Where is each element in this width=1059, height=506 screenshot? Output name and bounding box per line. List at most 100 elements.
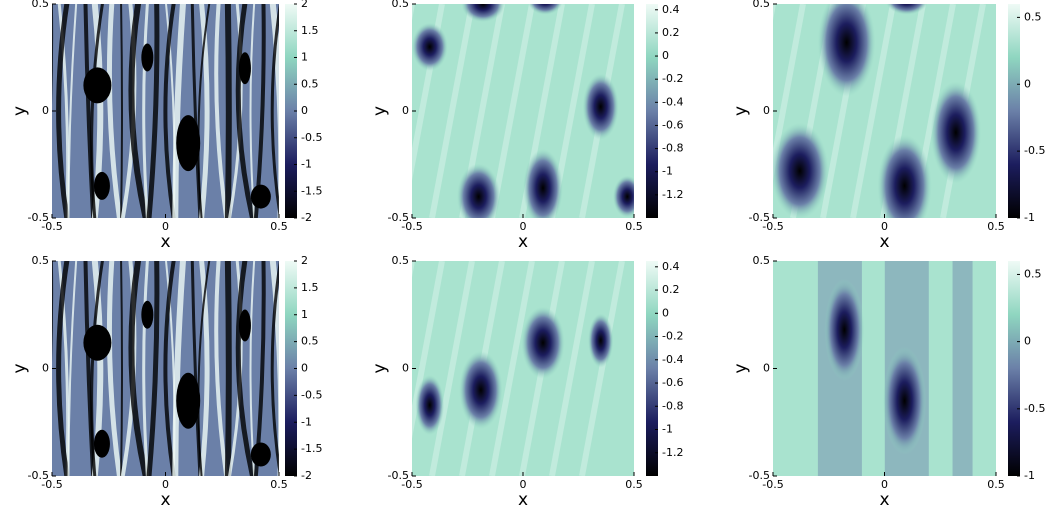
colorbar-tick-label: 0 <box>662 49 669 62</box>
colorbar-tick-label: -0.2 <box>662 330 683 343</box>
vortex <box>250 184 271 209</box>
colorbar-tick-label: -1.5 <box>301 184 322 197</box>
colorbar-tick-label: 0.4 <box>662 260 680 273</box>
vortex <box>176 115 201 172</box>
x-tick-label: 0 <box>520 220 527 233</box>
streak <box>128 261 149 476</box>
field <box>52 4 279 218</box>
vortex <box>612 175 634 218</box>
colorbar-tick-label: 0.4 <box>662 3 680 16</box>
y-axis-label: y <box>731 106 751 116</box>
field <box>773 4 996 218</box>
streak <box>235 261 256 476</box>
streak <box>549 261 595 476</box>
x-axis-label: x <box>879 232 889 252</box>
x-tick-label: -0.5 <box>762 220 783 233</box>
colorbar-tick-label: 0.2 <box>662 26 680 39</box>
colorbar-tick-label: -2 <box>301 469 312 482</box>
vortex <box>461 4 505 22</box>
vortex <box>238 309 251 342</box>
colorbar-tick-label: -0.5 <box>1024 144 1045 157</box>
streak <box>773 4 806 181</box>
streak <box>270 261 279 476</box>
streak <box>235 4 256 218</box>
streak <box>37 256 41 481</box>
vortex <box>415 375 445 436</box>
field-background <box>773 261 996 476</box>
colorbar-tick-label: -0.8 <box>662 399 683 412</box>
colorbar-tick-label: -0.4 <box>662 95 683 108</box>
x-tick-label: 0.5 <box>987 478 1005 491</box>
streak <box>128 4 149 218</box>
colorbar-tick-label: 2 <box>301 0 308 10</box>
colorbar-tick-label: -1.2 <box>662 188 683 201</box>
y-tick-label: 0.5 <box>392 0 410 10</box>
streak <box>90 4 104 218</box>
streak <box>120 4 123 218</box>
colorbar-tick-label: 0.5 <box>1024 267 1042 280</box>
band <box>952 261 973 476</box>
colorbar-tick-label: 0 <box>301 104 308 117</box>
colorbar <box>646 4 658 218</box>
streak <box>56 261 70 476</box>
x-axis-label: x <box>879 490 889 506</box>
streak <box>269 4 279 218</box>
streak <box>163 4 176 218</box>
vortex <box>457 163 501 218</box>
x-tick-label: 0.5 <box>270 478 288 491</box>
colorbar-tick-label: -1 <box>1024 211 1035 224</box>
vortex <box>523 149 563 218</box>
colorbar-tick-label: 0.5 <box>301 335 319 348</box>
colorbar-tick-label: -2 <box>301 211 312 224</box>
field <box>412 261 634 476</box>
y-axis-label: y <box>10 363 30 373</box>
y-tick-label: 0 <box>42 104 49 117</box>
x-tick-label: 0 <box>520 478 527 491</box>
streak <box>214 261 229 476</box>
streak <box>579 261 625 476</box>
colorbar-tick-label: -1.5 <box>301 442 322 455</box>
y-tick-label: 0 <box>763 362 770 375</box>
colorbar-tick-label: -0.8 <box>662 142 683 155</box>
vortex <box>93 171 110 200</box>
y-tick-label: 0.5 <box>32 0 50 10</box>
streak <box>224 261 232 476</box>
colorbar-tick-label: 0 <box>301 362 308 375</box>
x-tick-label: 0.5 <box>987 220 1005 233</box>
colorbar-tick-label: 0 <box>1024 335 1031 348</box>
streak <box>120 261 123 476</box>
colorbar-tick-label: 1.5 <box>301 24 319 37</box>
colorbar-tick-label: 0.5 <box>1024 10 1042 23</box>
colorbar <box>1008 4 1020 218</box>
vortex <box>773 122 829 218</box>
vortex <box>238 52 251 85</box>
colorbar-tick-label: -1.2 <box>662 446 683 459</box>
vortex <box>176 372 201 429</box>
y-tick-label: 0 <box>763 104 770 117</box>
colorbar-tick-label: -0.5 <box>301 131 322 144</box>
colorbar-tick-label: -1 <box>1024 469 1035 482</box>
vortex <box>412 22 448 71</box>
streak <box>142 261 149 476</box>
streak <box>172 4 186 218</box>
streak <box>67 261 78 476</box>
streak <box>197 4 211 218</box>
x-tick-label: 0.5 <box>625 478 643 491</box>
colorbar-tick-label: 0 <box>662 306 669 319</box>
colorbar-tick-label: -0.5 <box>1024 402 1045 415</box>
colorbar-tick-label: -0.6 <box>662 376 683 389</box>
streak <box>190 4 202 218</box>
y-tick-label: -0.5 <box>749 211 770 224</box>
streak <box>214 4 229 218</box>
colorbar-tick-label: 1.5 <box>301 281 319 294</box>
y-tick-label: 0.5 <box>753 0 771 10</box>
vortex <box>877 134 932 218</box>
x-tick-label: -0.5 <box>401 220 422 233</box>
vortex <box>588 313 614 368</box>
streak <box>429 261 475 476</box>
streak <box>270 4 279 218</box>
y-tick-label: 0 <box>402 104 409 117</box>
streak <box>190 261 202 476</box>
